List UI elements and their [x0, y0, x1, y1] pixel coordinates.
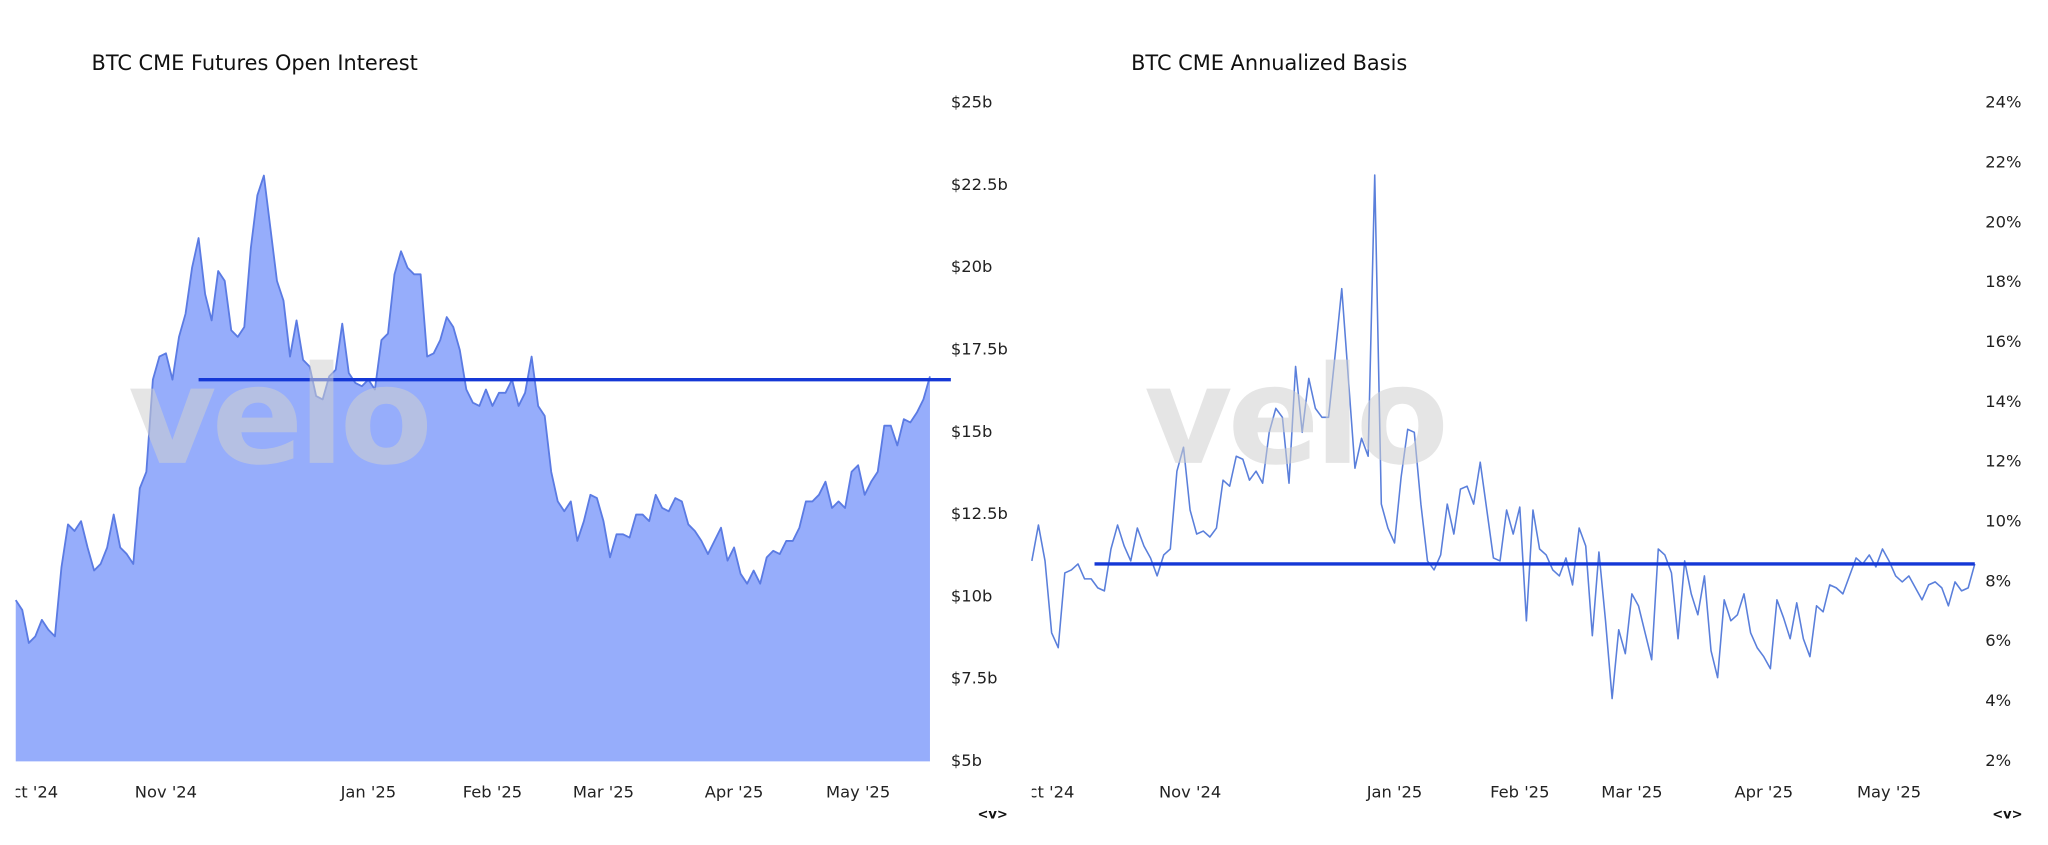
- y-tick-label: 8%: [1985, 571, 2011, 590]
- y-tick-label: 10%: [1985, 512, 2021, 531]
- x-tick-label: Oct '24: [1016, 782, 1075, 801]
- y-tick-label: $17.5b: [951, 340, 1008, 359]
- area-line: [14, 174, 931, 644]
- y-tick-label: $12.5b: [951, 504, 1008, 523]
- x-tick-label: Mar '25: [573, 782, 634, 801]
- y-tick-label: 18%: [1985, 272, 2021, 291]
- y-tick-label: 2%: [1985, 751, 2011, 770]
- y-tick-label: $7.5b: [951, 669, 998, 688]
- y-tick-label: 12%: [1985, 452, 2021, 471]
- footer-mark: <v>: [1992, 807, 2022, 822]
- y-tick-label: $5b: [951, 751, 982, 770]
- chart-title: BTC CME Futures Open Interest: [91, 51, 417, 75]
- x-axis-labels: Oct '24 Nov '24 Jan '25 Feb '25 Mar '25 Apr '…: [1016, 782, 1921, 801]
- x-tick-label: Jan '25: [340, 782, 397, 801]
- x-tick-label: May '25: [826, 782, 890, 801]
- y-tick-label: 20%: [1985, 212, 2021, 231]
- y-tick-label: 6%: [1985, 631, 2011, 650]
- x-tick-label: Nov '24: [1159, 782, 1221, 801]
- watermark: velo: [128, 338, 428, 496]
- x-tick-label: Mar '25: [1601, 782, 1662, 801]
- y-tick-label: 14%: [1985, 392, 2021, 411]
- x-tick-label: Jan '25: [1366, 782, 1423, 801]
- x-axis-labels: Oct '24 Nov '24 Jan '25 Feb '25 Mar '25 Apr '…: [0, 782, 890, 801]
- watermark: velo: [1144, 338, 1444, 496]
- y-tick-label: 24%: [1985, 93, 2021, 112]
- y-tick-label: $15b: [951, 422, 993, 441]
- x-tick-label: Feb '25: [463, 782, 522, 801]
- y-tick-label: 22%: [1985, 153, 2021, 172]
- y-tick-label: 4%: [1985, 691, 2011, 710]
- chart-title: BTC CME Annualized Basis: [1131, 51, 1407, 75]
- y-tick-label: $22.5b: [951, 175, 1008, 194]
- x-tick-label: Apr '25: [1734, 782, 1793, 801]
- x-tick-label: Feb '25: [1490, 782, 1549, 801]
- x-tick-label: Oct '24: [0, 782, 58, 801]
- x-tick-label: Apr '25: [705, 782, 764, 801]
- footer-mark: <v>: [977, 807, 1007, 822]
- line: [1031, 174, 1976, 700]
- y-tick-label: $20b: [951, 257, 993, 276]
- x-tick-label: May '25: [1857, 782, 1921, 801]
- y-tick-label: 16%: [1985, 332, 2021, 351]
- y-tick-label: $25b: [951, 93, 993, 112]
- y-tick-label: $10b: [951, 586, 993, 605]
- x-tick-label: Nov '24: [135, 782, 197, 801]
- area-fill: [15, 175, 930, 762]
